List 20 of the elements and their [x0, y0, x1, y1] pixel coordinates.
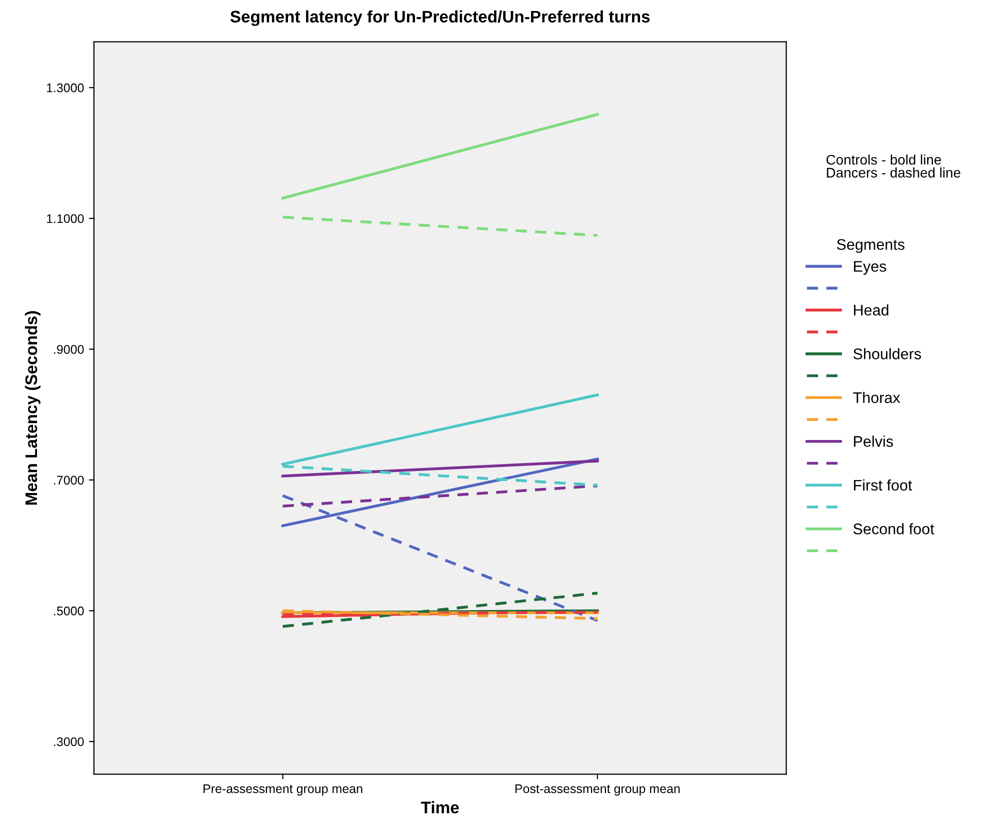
x-axis-title: Time [420, 801, 459, 814]
legend-label: Head [854, 304, 888, 316]
y-tick-label: .3000 [54, 737, 84, 746]
x-tick-label: Post-assessment group mean [515, 784, 680, 796]
x-tick-label: Pre-assessment group mean [204, 784, 362, 796]
legend-label: First foot [854, 479, 912, 491]
text: Controls - bold line Dancers - dashed line [826, 154, 960, 178]
y-axis-title: Mean Latency (Seconds) [24, 311, 40, 505]
legend-label: Thorax [853, 392, 900, 404]
legend-label: Pelvis [854, 436, 893, 447]
legend-title: Segments [836, 239, 904, 253]
legend-label: Second foot [853, 523, 934, 534]
y-tick-label: .5000 [54, 606, 84, 616]
legend-label: Shoulders [853, 348, 922, 360]
legend-label: Eyes [854, 261, 886, 275]
y-tick-label: 1.3000 [46, 83, 84, 92]
y-tick-label: 1.1000 [46, 214, 84, 224]
y-tick-label: .7000 [54, 476, 84, 485]
chart-title: Segment latency for Un-Predicted/Un-Preferred turns [230, 10, 650, 26]
y-tick-label: .9000 [54, 344, 84, 354]
